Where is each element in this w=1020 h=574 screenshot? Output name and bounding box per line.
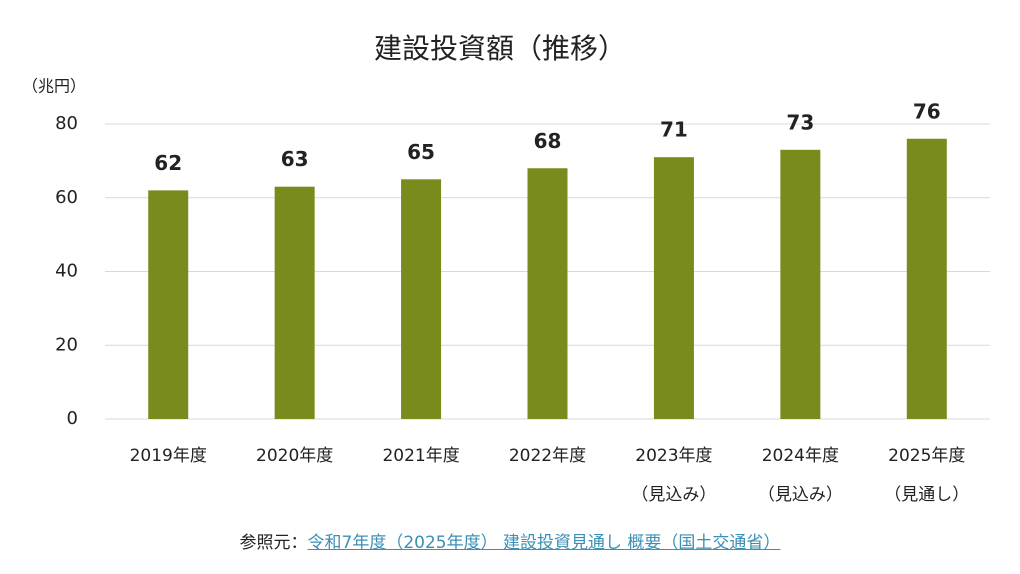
x-tick-label: 2025年度 [888, 446, 965, 466]
y-tick-label: 0 [67, 408, 78, 429]
source-prefix: 参照元： [239, 533, 308, 553]
y-tick-label: 60 [55, 187, 78, 208]
x-tick-label: 2024年度 [762, 446, 839, 466]
x-tick-label: 2020年度 [256, 446, 333, 466]
value-label: 71 [660, 118, 688, 142]
value-label: 65 [407, 140, 435, 164]
x-tick-note: （見込み） [758, 485, 843, 505]
value-label: 63 [281, 147, 309, 171]
bar [401, 179, 442, 419]
x-tick-note: （見通し） [884, 485, 969, 505]
source-link[interactable]: 令和7年度（2025年度） 建設投資見通し 概要（国土交通省） [307, 533, 781, 553]
bar [906, 138, 947, 419]
chart-title: 建設投資額（推移） [374, 32, 626, 65]
value-label: 73 [786, 110, 814, 134]
bar [780, 149, 821, 419]
x-tick-label: 2023年度 [635, 446, 712, 466]
bar [653, 157, 694, 419]
x-tick-label: 2019年度 [130, 446, 207, 466]
y-tick-label: 80 [55, 113, 78, 134]
value-label: 62 [154, 151, 182, 175]
bar [274, 186, 315, 419]
bar [527, 168, 568, 419]
x-tick-label: 2022年度 [509, 446, 586, 466]
y-tick-label: 20 [55, 334, 78, 355]
x-tick-note: （見込み） [631, 485, 716, 505]
y-tick-label: 40 [55, 261, 78, 282]
x-tick-label: 2021年度 [382, 446, 459, 466]
bar [148, 190, 189, 419]
source-note: 参照元：令和7年度（2025年度） 建設投資見通し 概要（国土交通省） [0, 528, 1020, 553]
y-axis-label: （兆円） [22, 77, 86, 96]
value-label: 68 [534, 129, 562, 153]
value-label: 76 [913, 99, 941, 123]
